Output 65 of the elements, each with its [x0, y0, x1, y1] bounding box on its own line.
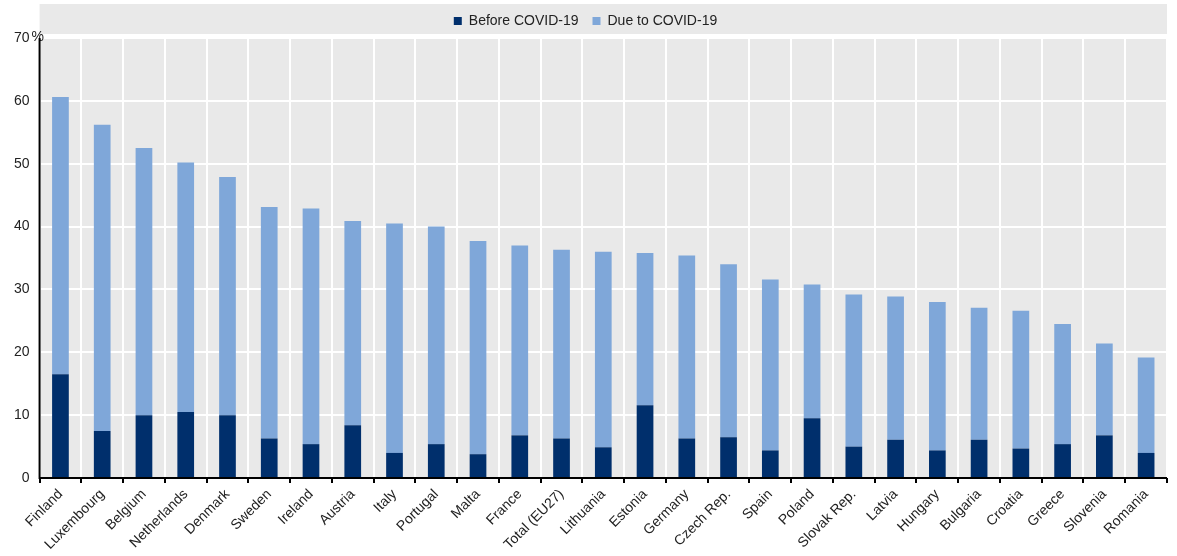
x-tick-label: Italy — [369, 485, 400, 516]
bar — [52, 374, 69, 478]
bar — [1012, 448, 1030, 478]
bar — [386, 223, 403, 453]
legend-label: Before COVID-19 — [468, 11, 579, 28]
bar — [344, 220, 362, 426]
y-tick-label: 20 — [13, 343, 30, 360]
bar — [887, 296, 904, 440]
bar — [511, 245, 529, 436]
bar — [678, 438, 696, 478]
bar — [219, 415, 236, 478]
bar — [260, 207, 278, 439]
bar — [511, 435, 529, 478]
y-tick-label: 10 — [13, 406, 30, 423]
bar — [928, 450, 946, 478]
bar — [177, 162, 195, 413]
y-tick-label: 60 — [13, 91, 30, 108]
y-tick-label: 0 — [21, 468, 30, 485]
bar — [135, 415, 153, 478]
bar — [302, 208, 320, 445]
bar — [803, 284, 821, 419]
bar — [93, 124, 111, 431]
bar — [469, 241, 487, 455]
bar — [678, 255, 696, 439]
y-tick-label: 50 — [13, 154, 30, 171]
bar — [1096, 435, 1113, 478]
bar — [636, 405, 654, 478]
bar — [887, 439, 904, 478]
bar — [1096, 343, 1113, 436]
bar — [761, 450, 779, 478]
bar — [1137, 357, 1155, 453]
bar — [135, 148, 153, 416]
bar — [845, 446, 863, 478]
bar — [260, 438, 278, 478]
bar — [1137, 452, 1155, 478]
bar — [928, 302, 946, 451]
bar — [427, 226, 445, 445]
bar — [720, 437, 737, 478]
bar — [1012, 310, 1030, 449]
bar — [594, 251, 612, 448]
bar — [720, 264, 737, 438]
bar — [1054, 324, 1071, 445]
bar — [1054, 444, 1071, 478]
bar — [52, 97, 69, 375]
y-tick-label: 70 — [13, 28, 30, 45]
bar — [970, 439, 988, 478]
bar — [344, 425, 362, 478]
y-tick-label: 30 — [13, 280, 30, 297]
bar — [469, 454, 487, 478]
bar — [761, 279, 779, 451]
bar — [302, 444, 320, 478]
y-tick-label: 40 — [13, 217, 30, 234]
bar — [386, 452, 403, 478]
bar — [93, 430, 111, 478]
bar — [427, 444, 445, 478]
bar — [970, 307, 988, 440]
bar — [553, 438, 570, 478]
bar — [803, 418, 821, 478]
bar — [553, 249, 570, 439]
legend-label: Due to COVID-19 — [607, 11, 718, 28]
bar — [845, 294, 863, 447]
bar — [594, 447, 612, 478]
bar — [219, 176, 236, 416]
bar — [177, 412, 195, 478]
bar — [636, 253, 654, 406]
